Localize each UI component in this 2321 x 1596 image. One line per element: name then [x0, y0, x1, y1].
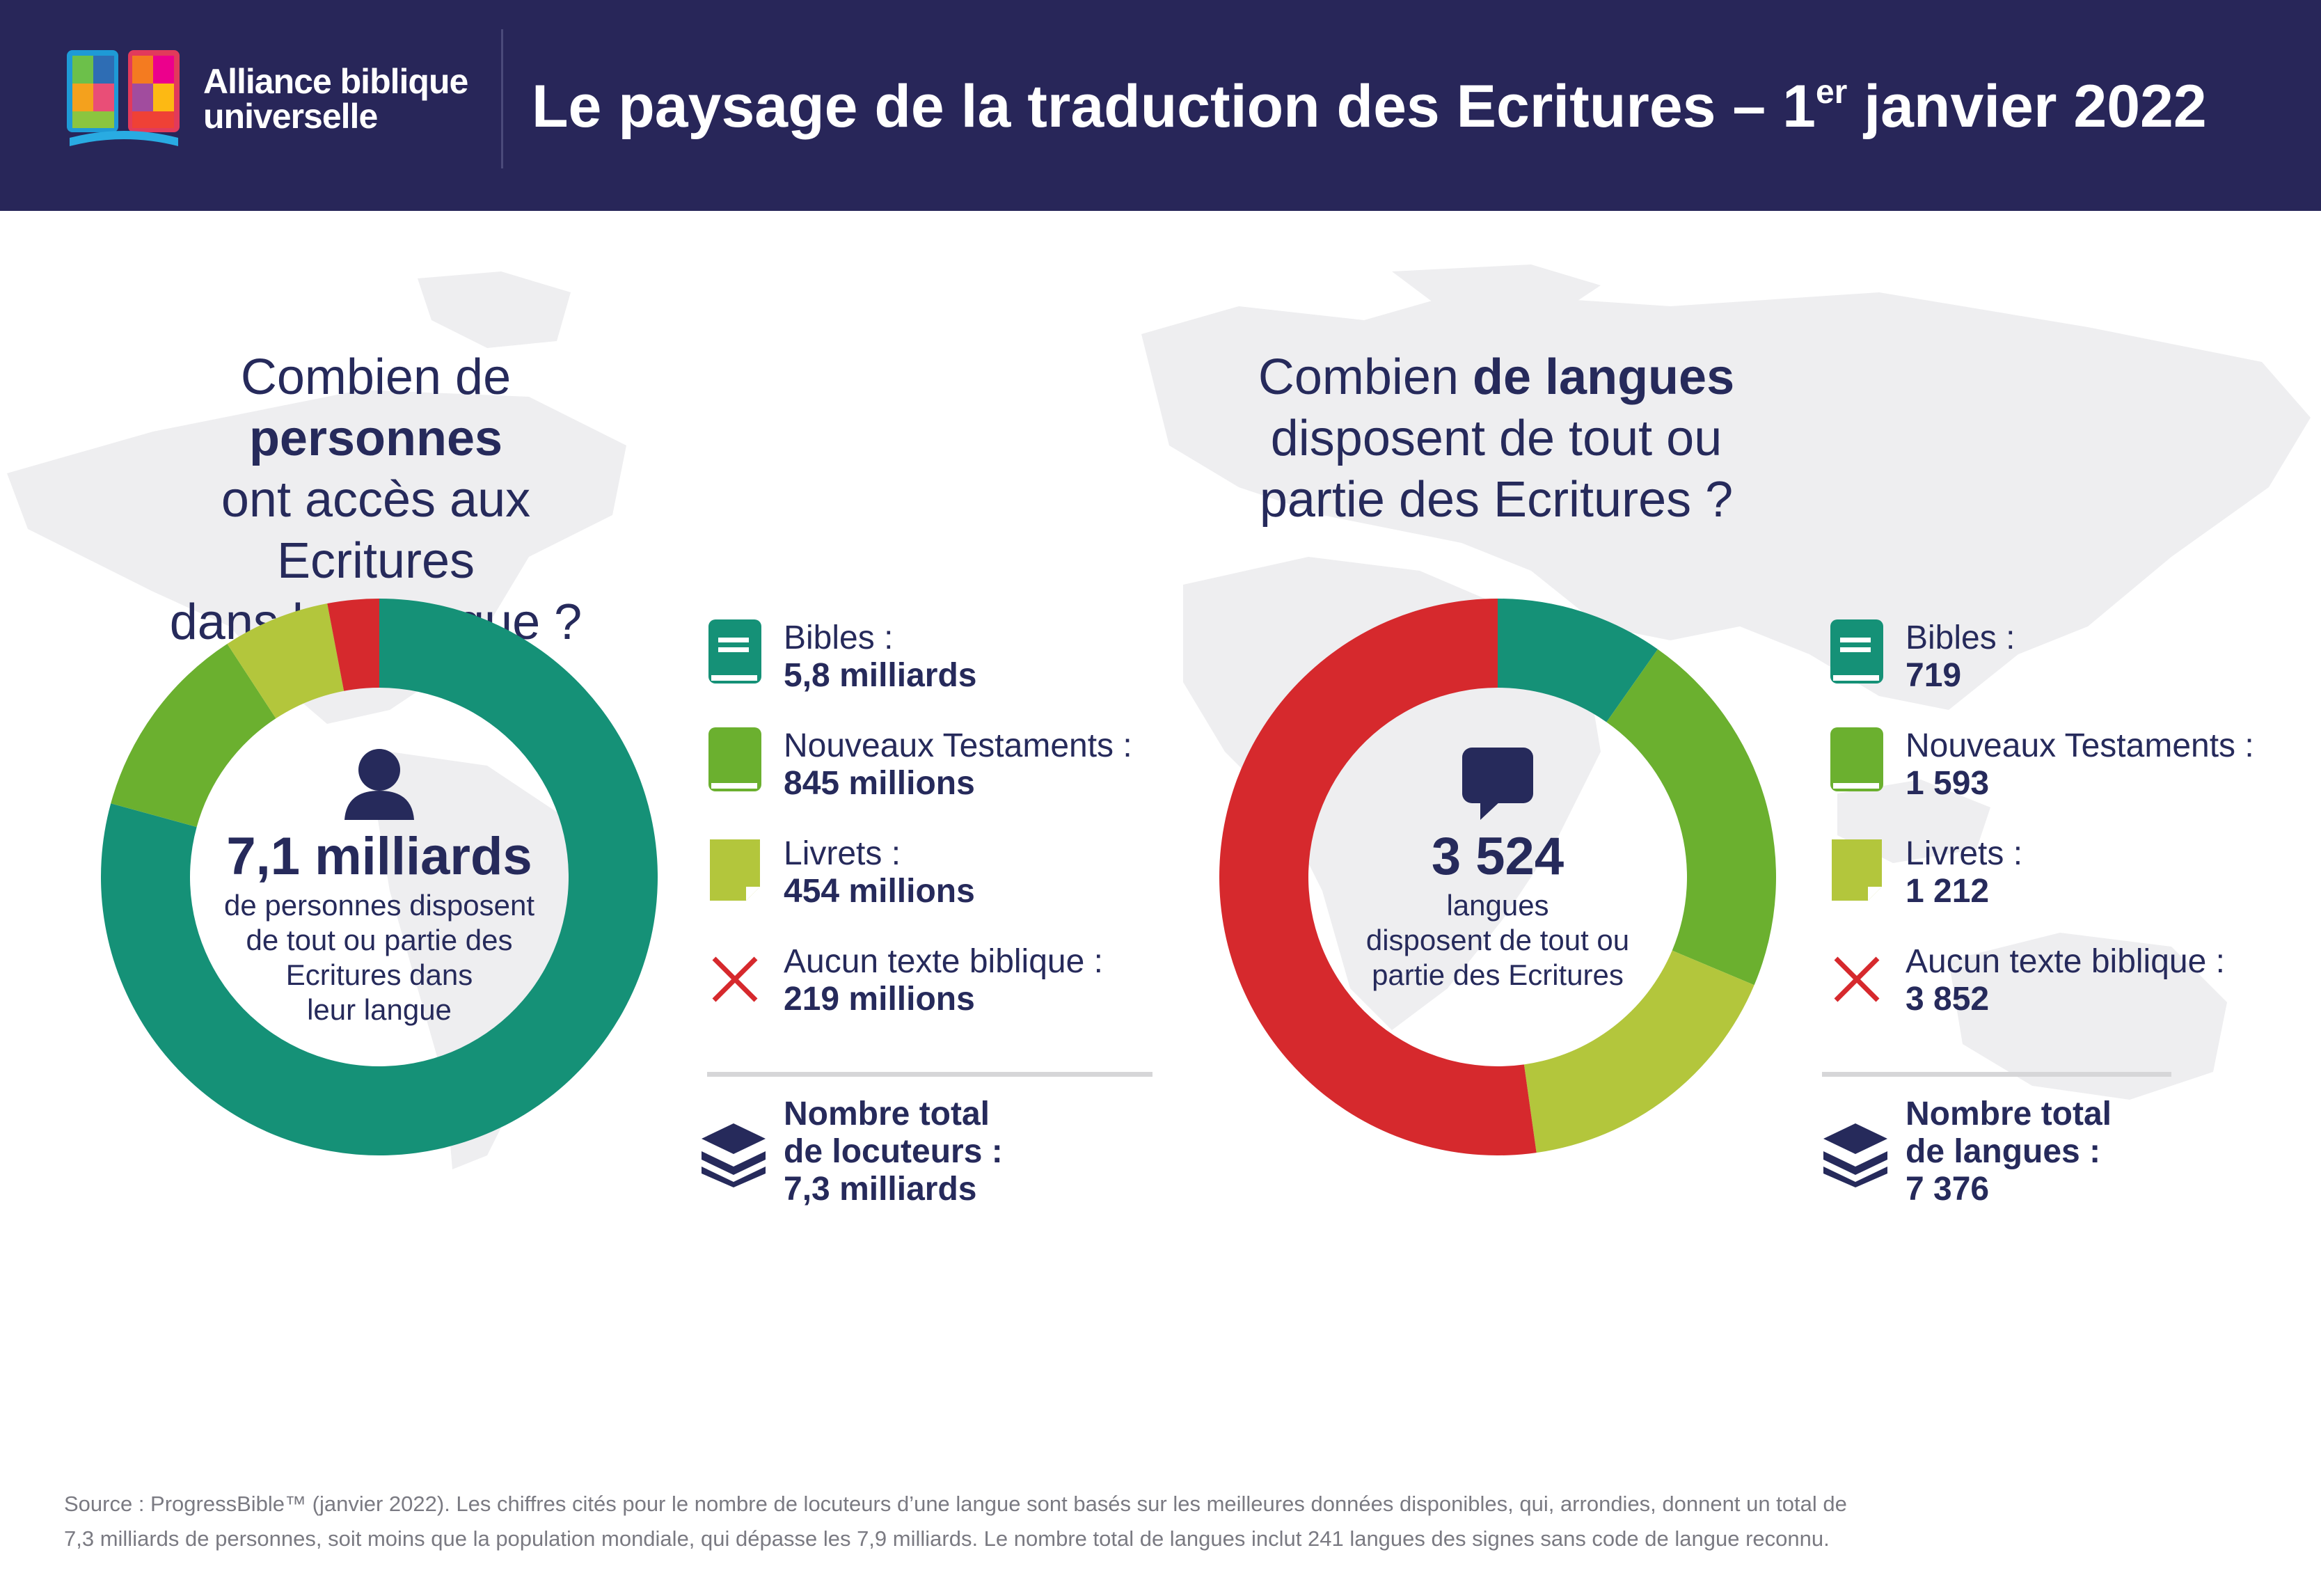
source-note: Source : ProgressBible™ (janvier 2022). … [64, 1487, 2152, 1556]
legend-value: 845 millions [784, 765, 975, 802]
total-value: 7,3 milliards [784, 1171, 977, 1208]
title-main: Le paysage de la traduction des Ecriture… [532, 73, 1816, 140]
donut-slice-aucun-texte-biblique [327, 599, 379, 691]
question-langues-line3: partie des Ecritures ? [1259, 472, 1734, 528]
center-number-personnes: 7,1 milliards [226, 827, 532, 886]
question-langues-pre: Combien [1258, 349, 1473, 405]
legend-value: 454 millions [784, 873, 975, 910]
booklet-icon [1832, 839, 1882, 901]
legend-value: 3 852 [1906, 981, 1990, 1018]
legend-label: Aucun texte biblique : [1906, 943, 2225, 980]
center-text-4: leur langue [307, 993, 452, 1026]
booklet-icon [710, 839, 760, 901]
total-line-1: Nombre total [1906, 1096, 2112, 1132]
donut-slice-bibles [101, 599, 658, 1155]
legend-item-aucun-texte: Aucun texte biblique : 219 millions [707, 943, 1194, 1020]
legend-separator [1822, 1072, 2171, 1077]
legend-value: 5,8 milliards [784, 657, 977, 694]
title-end: janvier 2022 [1847, 73, 2207, 140]
legend-item-nouveaux-testaments: Nouveaux Testaments : 845 millions [707, 727, 1194, 804]
center-text-3: partie des Ecritures [1372, 958, 1624, 991]
donut-slice-livrets [227, 603, 344, 719]
question-personnes-bold: personnes [248, 411, 503, 466]
page-title: Le paysage de la traduction des Ecriture… [532, 68, 2207, 145]
center-personnes: 7,1 milliards de personnes disposent de … [205, 745, 553, 1027]
book-icon [708, 727, 761, 791]
question-langues: Combien de langues disposent de tout ou … [1183, 347, 1809, 530]
person-icon [344, 749, 414, 820]
donut-slice-livrets [1523, 950, 1754, 1153]
legend-value: 1 593 [1906, 765, 1990, 802]
total-value: 7 376 [1906, 1171, 1990, 1208]
question-langues-bold: de langues [1473, 349, 1735, 405]
total-langues: Nombre total de langues : 7 376 [1906, 1096, 2112, 1208]
total-line-2: de locuteurs : [784, 1133, 1003, 1170]
layers-icon [1823, 1123, 1887, 1187]
legend-item-bibles: Bibles : 5,8 milliards [707, 619, 1194, 696]
center-text-2: de tout ou partie des [246, 924, 513, 956]
brand-line-1: Alliance biblique [203, 62, 468, 101]
book-icon [1830, 727, 1883, 791]
question-personnes-line2: ont accès aux Ecritures [221, 472, 531, 589]
legend-value: 719 [1906, 657, 1962, 694]
donut-chart-langues [1219, 599, 1776, 1155]
legend-item-nouveaux-testaments: Nouveaux Testaments : 1 593 [1829, 727, 2316, 804]
legend-value: 1 212 [1906, 873, 1990, 910]
total-line-1: Nombre total [784, 1096, 990, 1132]
legend-label: Nouveaux Testaments : [784, 727, 1132, 764]
title-superscript: er [1815, 74, 1848, 111]
center-number-langues: 3 524 [1431, 827, 1565, 886]
donut-slice-nouveaux-testaments [111, 643, 276, 828]
legend-item-livrets: Livrets : 454 millions [707, 835, 1194, 912]
speech-bubble-icon [1462, 748, 1533, 820]
donut-slice-nouveaux-testaments [1606, 649, 1776, 986]
alliance-biblique-logo [67, 50, 180, 146]
legend-label: Aucun texte biblique : [784, 943, 1103, 980]
question-personnes-pre: Combien de [240, 349, 512, 405]
center-text-3: Ecritures dans [285, 958, 473, 991]
question-langues-line2: disposent de tout ou [1270, 411, 1722, 466]
legend-item-livrets: Livrets : 1 212 [1829, 835, 2316, 912]
cross-icon [1834, 956, 1880, 1002]
center-text-2: disposent de tout ou [1365, 924, 1630, 956]
legend-label: Livrets : [784, 835, 901, 872]
source-line-2: 7,3 milliards de personnes, soit moins q… [64, 1526, 1830, 1551]
center-text-1: langues [1446, 889, 1549, 922]
source-line-1: Source : ProgressBible™ (janvier 2022). … [64, 1492, 1847, 1516]
brand-line-2: universelle [203, 97, 378, 136]
legend-separator [707, 1072, 1152, 1077]
book-icon [1830, 619, 1883, 684]
legend-label: Livrets : [1906, 835, 2023, 872]
donut-chart-personnes [101, 599, 658, 1155]
legend-item-bibles: Bibles : 719 [1829, 619, 2316, 696]
layers-icon [702, 1123, 766, 1187]
brand-name: Alliance biblique universelle [203, 64, 468, 134]
donut-slice-bibles [1498, 599, 1658, 722]
legend-value: 219 millions [784, 981, 975, 1018]
legend-item-aucun-texte: Aucun texte biblique : 3 852 [1829, 943, 2316, 1020]
cross-icon [712, 956, 758, 1002]
legend-label: Bibles : [1906, 619, 2015, 656]
legend-label: Nouveaux Testaments : [1906, 727, 2254, 764]
total-line-2: de langues : [1906, 1133, 2101, 1170]
legend-label: Bibles : [784, 619, 894, 656]
total-locuteurs: Nombre total de locuteurs : 7,3 milliard… [784, 1096, 1003, 1208]
center-text-1: de personnes disposent [224, 889, 534, 922]
header-bar: Alliance biblique universelle Le paysage… [0, 0, 2321, 211]
header-divider [501, 29, 503, 168]
donut-slice-aucun-texte-biblique [1219, 599, 1537, 1155]
book-icon [708, 619, 761, 684]
center-langues: 3 524 langues disposent de tout ou parti… [1324, 745, 1672, 993]
